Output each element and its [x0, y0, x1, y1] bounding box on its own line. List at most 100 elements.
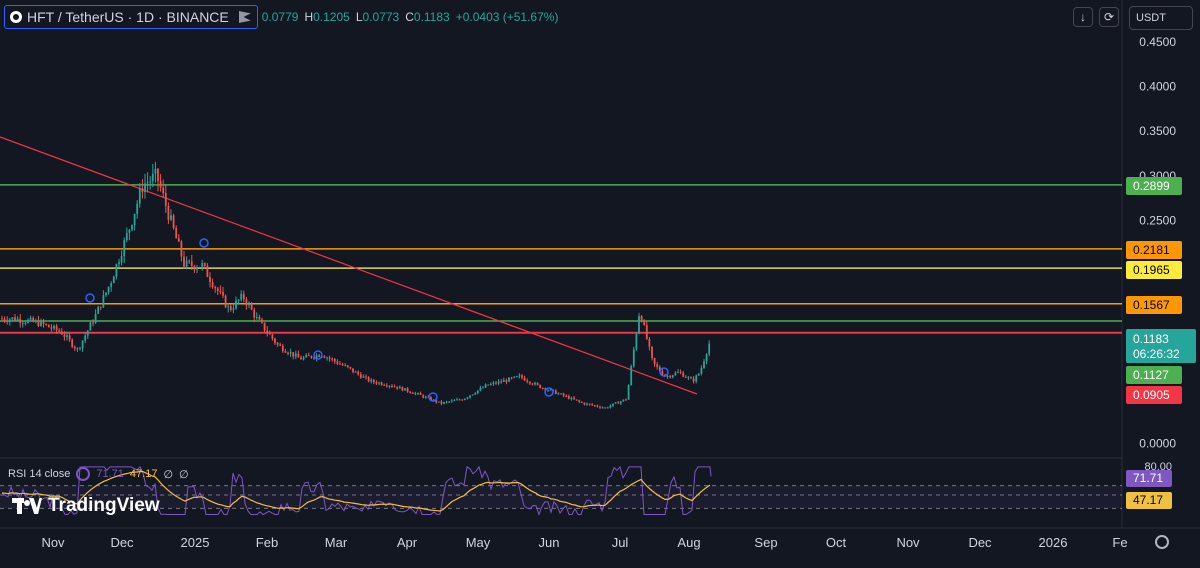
- candle-body: [344, 365, 347, 367]
- candle-body: [266, 330, 269, 333]
- candle-body: [440, 401, 443, 404]
- candle-body: [692, 378, 695, 382]
- candle-body: [196, 267, 198, 270]
- candle-body: [531, 383, 534, 385]
- candle-body: [627, 385, 630, 400]
- candle-body: [287, 352, 289, 354]
- candle-body: [567, 396, 570, 399]
- candle-body: [703, 361, 705, 368]
- candle-body: [138, 188, 141, 204]
- rsi-value-label-bg: [1126, 470, 1172, 487]
- candle-body: [190, 261, 193, 266]
- candle-body: [388, 385, 391, 387]
- candle-body: [315, 355, 318, 359]
- candle-body: [40, 320, 42, 326]
- level-label-bg: [1126, 177, 1182, 195]
- rsi-extra-1: ∅: [163, 468, 174, 481]
- candle-body: [141, 188, 144, 192]
- candle-body: [328, 357, 331, 359]
- candle-body: [409, 391, 412, 393]
- price-tick-label: 0.4500: [1139, 35, 1176, 49]
- rsi-value: 71.71: [96, 468, 124, 480]
- candle-body: [671, 375, 674, 378]
- candle-body: [198, 266, 201, 268]
- candle-body: [268, 332, 271, 335]
- countdown-label: 06:26:32: [1133, 347, 1180, 361]
- arrow-down-icon[interactable]: ↓: [1073, 7, 1093, 27]
- candle-body: [188, 260, 191, 262]
- candle-body: [110, 283, 113, 287]
- candle-body: [528, 381, 531, 384]
- time-tick-label: Jun: [539, 535, 560, 550]
- candle-body: [588, 403, 591, 405]
- candle-body: [487, 384, 490, 386]
- candle-body: [45, 324, 48, 326]
- candle-body: [29, 317, 32, 320]
- rsi-ma-label-bg: [1126, 492, 1172, 509]
- candle-body: [112, 276, 115, 284]
- tradingview-logo[interactable]: TradingView: [12, 495, 160, 517]
- signal-marker: [85, 293, 95, 303]
- candle-body: [209, 276, 211, 283]
- candle-body: [180, 241, 183, 257]
- candle-body: [149, 181, 152, 183]
- candle-body: [6, 320, 9, 322]
- candle-body: [601, 407, 604, 409]
- candle-body: [549, 389, 552, 391]
- time-tick-label: Apr: [397, 535, 418, 550]
- candle-body: [523, 377, 526, 381]
- rsi-settings-icon[interactable]: [76, 467, 91, 481]
- candle-body: [248, 304, 250, 306]
- candle-body: [674, 372, 677, 376]
- candle-body: [632, 349, 635, 367]
- candle-body: [14, 317, 16, 321]
- candle-body: [547, 390, 549, 392]
- candle-body: [362, 376, 365, 378]
- currency-select[interactable]: USDT: [1129, 6, 1193, 30]
- candle-body: [250, 304, 253, 310]
- candle-body: [73, 346, 76, 349]
- level-label: 0.1127: [1133, 368, 1169, 382]
- candle-body: [375, 382, 378, 384]
- candle-body: [8, 319, 11, 322]
- candle-body: [313, 357, 315, 359]
- price-tick-label: 0.3500: [1139, 124, 1176, 138]
- candle-body: [690, 377, 692, 379]
- candle-body: [1, 318, 3, 320]
- candle-body: [60, 331, 63, 335]
- rsi-ma-label: 47.17: [1133, 493, 1163, 507]
- candle-body: [419, 393, 422, 395]
- rsi-name: RSI 14 close: [8, 468, 71, 480]
- candle-body: [352, 368, 354, 373]
- candle-body: [157, 168, 159, 182]
- candle-body: [463, 398, 466, 401]
- signal-marker: [313, 350, 323, 360]
- candle-body: [125, 232, 128, 241]
- candle-body: [614, 402, 617, 404]
- candle-body: [471, 394, 474, 396]
- candle-body: [411, 392, 414, 394]
- candle-body: [495, 382, 497, 384]
- gear-icon[interactable]: [1155, 535, 1169, 549]
- candle-body: [24, 322, 27, 324]
- candle-body: [695, 375, 698, 382]
- candle-body: [326, 357, 328, 359]
- candle-body: [599, 406, 601, 408]
- candle-body: [385, 385, 388, 387]
- rsi-value-label: 71.71: [1133, 471, 1163, 485]
- candle-body: [401, 386, 404, 391]
- candle-body: [107, 286, 110, 293]
- symbol-box[interactable]: HFT / TetherUS · 1D · BINANCE: [4, 5, 258, 29]
- candle-body: [89, 322, 92, 331]
- candle-body: [604, 407, 607, 409]
- candle-body: [593, 405, 596, 407]
- flag-icon[interactable]: [238, 11, 251, 23]
- candle-body: [16, 318, 19, 321]
- candle-body: [404, 388, 406, 391]
- refresh-icon[interactable]: ⟳: [1099, 7, 1119, 27]
- candle-body: [146, 182, 149, 184]
- candle-body: [513, 376, 516, 378]
- candle-body: [539, 384, 542, 389]
- candle-body: [534, 383, 536, 385]
